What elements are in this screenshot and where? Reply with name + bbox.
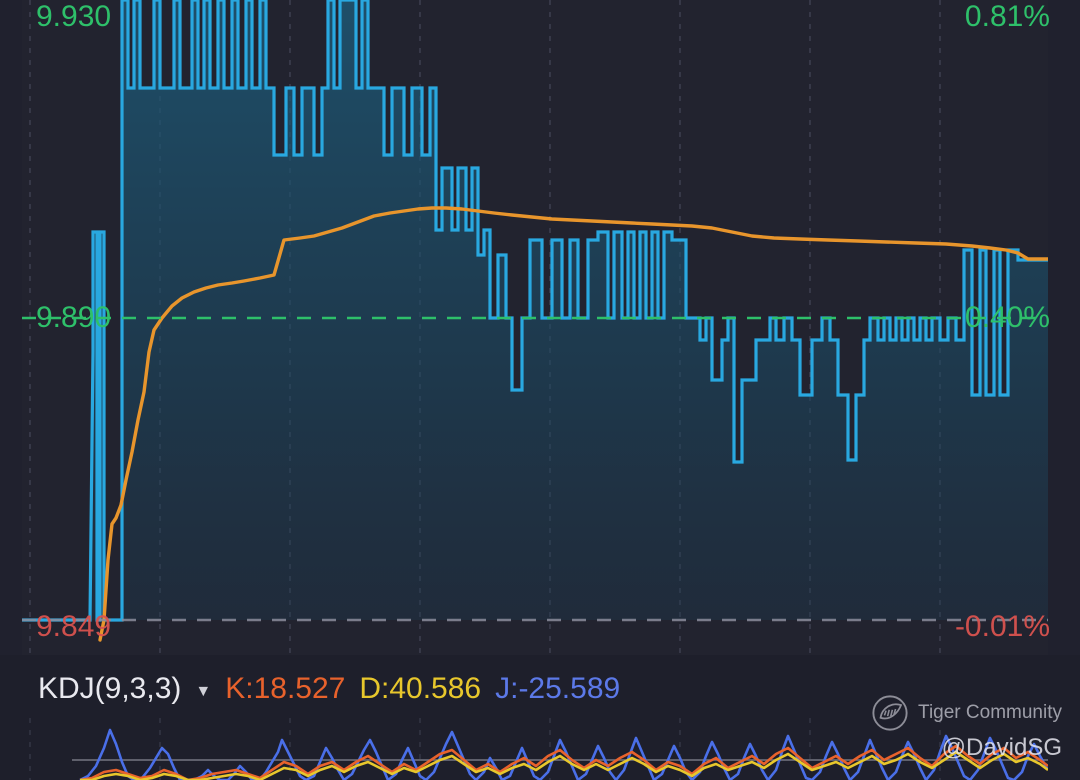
price-line [22,0,1048,622]
kdj-chart-svg [29,718,1050,780]
price-plot-area[interactable] [22,0,1048,655]
kdj-d-line [80,750,1049,780]
price-chart-svg [22,0,1048,655]
kdj-indicator-header[interactable]: KDJ(9,3,3) ▼ K:18.527 D:40.586 J:-25.589 [0,660,1080,718]
price-area-fill [90,0,1048,620]
price-chart-panel[interactable]: 9.930 0.81% 9.890 0.40% 9.849 -0.01% [0,0,1080,655]
kdj-k-value: K:18.527 [225,672,346,705]
chevron-down-icon[interactable]: ▼ [195,683,212,700]
kdj-d-value: D:40.586 [359,672,482,705]
average-price-line [98,206,1048,642]
kdj-plot-area[interactable] [22,718,1050,780]
kdj-chart-panel[interactable] [0,718,1080,780]
kdj-k-line [79,744,1049,780]
kdj-j-value: J:-25.589 [495,672,621,705]
kdj-indicator-name[interactable]: KDJ(9,3,3) [38,672,182,705]
